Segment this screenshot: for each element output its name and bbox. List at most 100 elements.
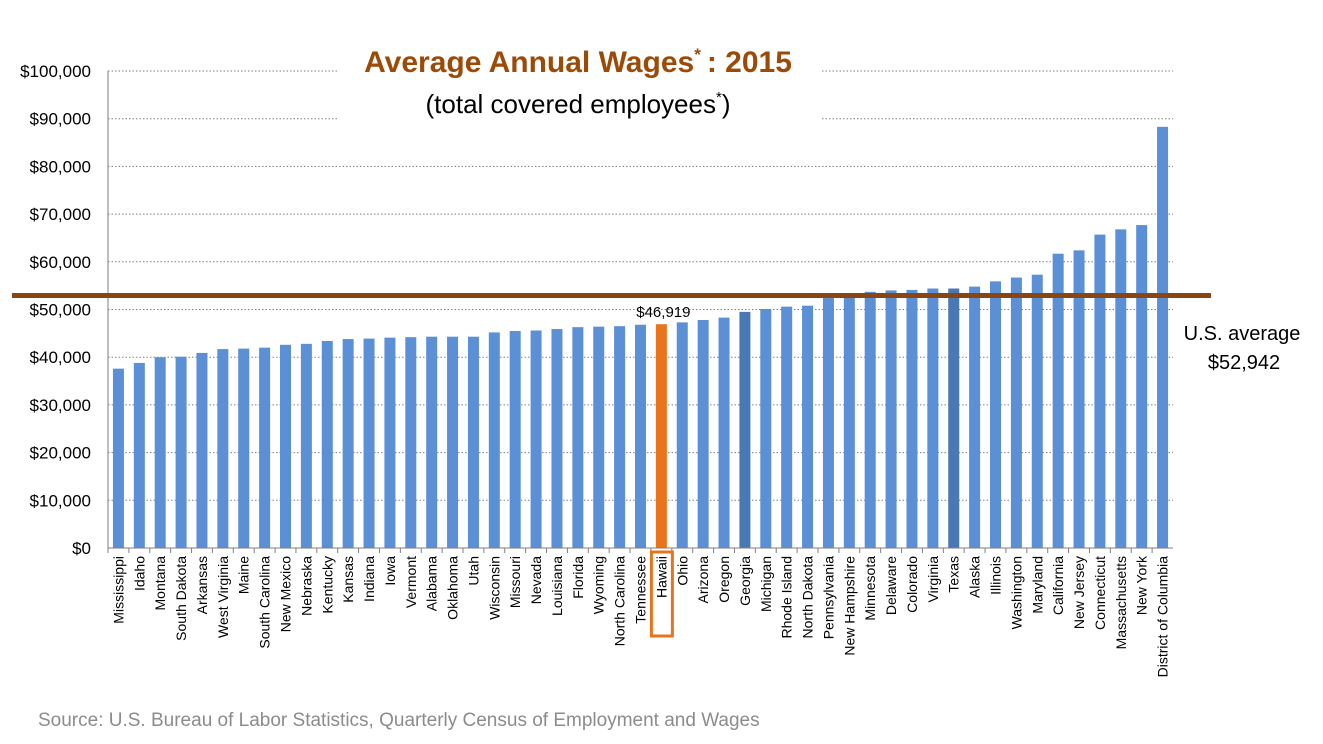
title-text: Average Annual Wages bbox=[364, 46, 694, 79]
bar bbox=[655, 324, 667, 548]
bar bbox=[906, 289, 918, 548]
bar bbox=[321, 340, 333, 548]
x-tick-label: Illinois bbox=[988, 556, 1004, 595]
x-tick-label: Florida bbox=[570, 556, 586, 599]
y-tick-label: $90,000 bbox=[30, 110, 91, 129]
bar bbox=[112, 368, 124, 548]
x-tick-label: Kansas bbox=[340, 556, 356, 603]
bar bbox=[781, 306, 793, 548]
x-tick-label: Oklahoma bbox=[445, 556, 461, 620]
x-tick-label: District of Columbia bbox=[1155, 556, 1171, 678]
x-tick-label: West Virginia bbox=[215, 556, 231, 638]
x-tick-label: Tennessee bbox=[633, 556, 649, 624]
bar bbox=[175, 356, 187, 548]
x-axis-tick-labels: Mississippi Idaho Montana South Dakota Arkan… bbox=[107, 548, 1171, 678]
x-tick-label: California bbox=[1050, 556, 1066, 615]
x-tick-label: Iowa bbox=[382, 556, 398, 586]
bar bbox=[1136, 225, 1148, 549]
bar bbox=[676, 322, 688, 548]
x-tick-label: Arizona bbox=[695, 556, 711, 604]
x-tick-label: Rhode Island bbox=[779, 556, 795, 639]
bar bbox=[551, 329, 563, 548]
bar bbox=[217, 349, 229, 548]
bar bbox=[488, 332, 500, 548]
bar bbox=[509, 330, 521, 548]
x-tick-label: Mississippi bbox=[110, 556, 126, 624]
us-average-value: $52,942 bbox=[1208, 352, 1280, 374]
x-tick-label: New Mexico bbox=[278, 556, 294, 632]
bar bbox=[843, 296, 855, 548]
hawaii-label-box bbox=[649, 550, 674, 638]
bar bbox=[739, 311, 751, 548]
y-tick-label: $80,000 bbox=[30, 157, 91, 176]
bar bbox=[300, 343, 312, 548]
bar bbox=[384, 337, 396, 548]
chart-title: Average Annual Wages* : 2015 bbox=[364, 45, 792, 79]
bar bbox=[1094, 234, 1106, 548]
title-year: : 2015 bbox=[707, 46, 792, 79]
x-tick-label: Texas bbox=[946, 556, 962, 593]
y-tick-label: $30,000 bbox=[30, 396, 91, 415]
x-tick-label: Maine bbox=[236, 556, 252, 594]
source-note: Source: U.S. Bureau of Labor Statistics,… bbox=[38, 710, 760, 731]
bar bbox=[238, 348, 250, 548]
bar bbox=[467, 336, 479, 548]
x-tick-label: Nevada bbox=[528, 556, 544, 604]
y-tick-label: $50,000 bbox=[30, 301, 91, 320]
bar bbox=[864, 291, 876, 548]
chart-subtitle: (total covered employees*) bbox=[426, 89, 731, 119]
x-tick-label: South Dakota bbox=[173, 556, 189, 641]
x-tick-label: South Carolina bbox=[257, 556, 273, 649]
bar bbox=[154, 357, 166, 548]
x-tick-label: Connecticut bbox=[1092, 556, 1108, 630]
bar bbox=[1010, 277, 1022, 548]
bar bbox=[530, 330, 542, 548]
hawaii-data-label: $46,919 bbox=[636, 304, 690, 321]
subtitle-footnote-mark: * bbox=[716, 89, 722, 106]
x-tick-label: Massachusetts bbox=[1113, 556, 1129, 649]
x-tick-label: Indiana bbox=[361, 556, 377, 602]
x-tick-label: Nebraska bbox=[298, 556, 314, 616]
title-footnote-mark: * bbox=[694, 45, 701, 64]
x-tick-label: Minnesota bbox=[862, 556, 878, 621]
bar bbox=[969, 286, 981, 548]
bar bbox=[426, 336, 438, 548]
subtitle-text: (total covered employees bbox=[426, 89, 716, 119]
y-tick-label: $60,000 bbox=[30, 253, 91, 272]
y-tick-label: $20,000 bbox=[30, 444, 91, 463]
x-tick-label: Maryland bbox=[1029, 556, 1045, 614]
x-tick-label: North Dakota bbox=[800, 556, 816, 639]
x-tick-label: Colorado bbox=[904, 556, 920, 613]
x-tick-label: Kentucky bbox=[319, 556, 335, 614]
bar bbox=[405, 337, 417, 548]
y-axis-tick-labels: $0 $10,000 $20,000 $30,000 $40,000 $50,000 $60… bbox=[20, 62, 91, 558]
x-tick-label: Delaware bbox=[883, 556, 899, 615]
x-tick-label: New Jersey bbox=[1071, 556, 1087, 629]
x-tick-label: Alabama bbox=[424, 556, 440, 611]
bar bbox=[635, 324, 646, 548]
x-tick-label: Oregon bbox=[716, 556, 732, 603]
bar bbox=[822, 298, 834, 548]
x-tick-label: Idaho bbox=[131, 556, 147, 591]
y-tick-label: $10,000 bbox=[30, 491, 91, 510]
x-tick-label: Ohio bbox=[674, 556, 690, 586]
bar bbox=[614, 326, 626, 548]
x-tick-label: Montana bbox=[152, 556, 168, 611]
x-tick-label: Arkansas bbox=[194, 556, 210, 614]
bar bbox=[802, 305, 814, 548]
bar bbox=[718, 317, 730, 548]
x-tick-label: Wisconsin bbox=[486, 556, 502, 620]
bar bbox=[697, 319, 709, 548]
x-tick-label: Louisiana bbox=[549, 556, 565, 616]
x-tick-label: New Hampshire bbox=[841, 556, 857, 656]
y-tick-label: $70,000 bbox=[30, 205, 91, 224]
x-tick-label: Utah bbox=[465, 556, 481, 586]
x-tick-label: Wyoming bbox=[591, 556, 607, 614]
x-tick-label: New York bbox=[1134, 555, 1150, 615]
bar bbox=[280, 344, 291, 548]
bar bbox=[760, 309, 772, 548]
bar bbox=[990, 281, 1001, 548]
x-tick-label: Michigan bbox=[758, 556, 774, 612]
bar bbox=[927, 288, 939, 548]
